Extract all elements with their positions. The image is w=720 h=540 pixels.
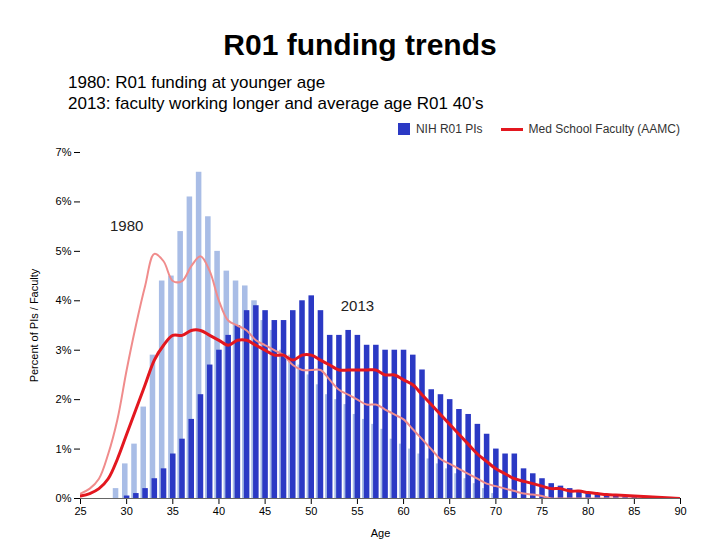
svg-text:30: 30	[121, 505, 133, 517]
svg-text:4%: 4%	[56, 294, 72, 306]
svg-text:2%: 2%	[56, 393, 72, 405]
svg-text:45: 45	[259, 505, 271, 517]
svg-text:35: 35	[167, 505, 179, 517]
html-text:2013: faculty working longer a: 2013: faculty working longer and average…	[68, 94, 484, 113]
html-text:R01 funding trends: R01 funding trends	[223, 28, 497, 61]
svg-text:90: 90	[674, 505, 686, 517]
svg-text:7%: 7%	[56, 146, 72, 158]
html-text:NIH R01 PIs: NIH R01 PIs	[415, 122, 483, 136]
svg-text:0%: 0%	[56, 492, 72, 504]
svg-text:40: 40	[213, 505, 225, 517]
svg-text:1980: 1980	[110, 217, 143, 234]
svg-text:3%: 3%	[56, 344, 72, 356]
svg-text:60: 60	[397, 505, 409, 517]
svg-text:5%: 5%	[56, 245, 72, 257]
svg-text:55: 55	[351, 505, 363, 517]
svg-text:65: 65	[444, 505, 456, 517]
svg-text:6%: 6%	[56, 195, 72, 207]
svg-text:75: 75	[536, 505, 548, 517]
html-text:Med School Faculty (AAMC): Med School Faculty (AAMC)	[528, 122, 680, 136]
svg-text:Percent of PIs / Faculty: Percent of PIs / Faculty	[28, 268, 40, 382]
svg-text:25: 25	[74, 505, 86, 517]
svg-text:70: 70	[490, 505, 502, 517]
svg-text:50: 50	[305, 505, 317, 517]
svg-text:1%: 1%	[56, 443, 72, 455]
svg-text:2013: 2013	[341, 297, 374, 314]
svg-text:Age: Age	[371, 527, 391, 539]
svg-text:80: 80	[582, 505, 594, 517]
svg-text:85: 85	[628, 505, 640, 517]
html-text:1980: R01 funding at younger a: 1980: R01 funding at younger age	[68, 73, 326, 92]
